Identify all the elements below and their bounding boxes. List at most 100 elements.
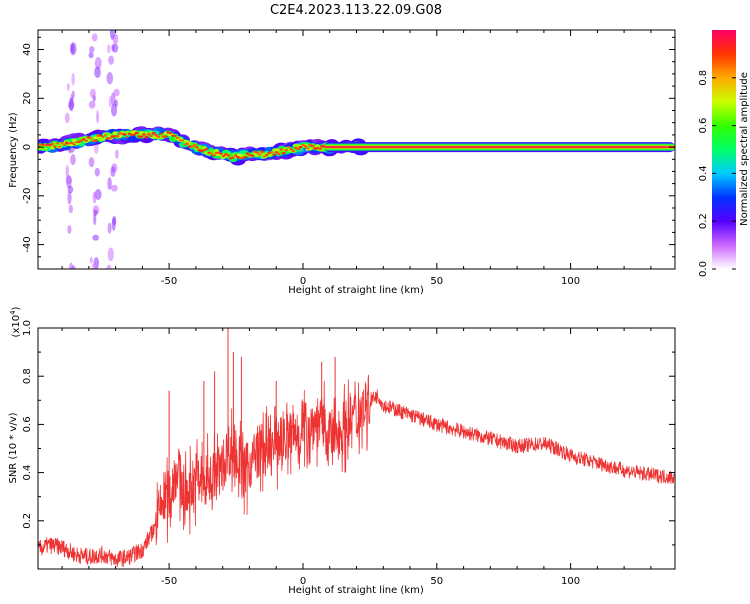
spectrogram-panel: -50 0 50 100 -40 -20 0 20 40 Height of straight …: [8, 29, 676, 296]
ridge-cell: [55, 142, 60, 145]
ridge-cell: [279, 148, 284, 151]
ridge-cell: [101, 135, 105, 138]
ridge-cell: [289, 148, 293, 151]
ridge-cell: [272, 153, 276, 156]
sidelobe-cell: [66, 83, 70, 92]
sidelobe-cell: [67, 185, 74, 194]
snr-x-tick-label: 0: [300, 576, 306, 587]
ridge-cell: [233, 154, 238, 157]
colorbar: 0.0 0.2 0.4 0.6 0.8 Normalized spectral ampl…: [698, 30, 750, 277]
ridge-cell: [291, 149, 295, 152]
snr-y-tick-label: 0.4: [22, 465, 33, 481]
ridge-cell: [103, 134, 107, 136]
snr-y-axis-label: SNR (10 * v/v): [8, 412, 19, 483]
ridge-cell: [108, 136, 112, 139]
sidelobe-cell: [107, 247, 114, 262]
ridge-cell: [173, 134, 177, 137]
ridge-cell: [89, 137, 93, 140]
ridge-cell: [250, 154, 255, 157]
spectrogram-marks: [38, 30, 675, 269]
ridge-cell: [317, 147, 322, 150]
sidelobe-cell: [94, 66, 101, 79]
snr-marks: [38, 328, 675, 567]
ridge-cell: [125, 136, 129, 139]
ridge-cell: [86, 136, 91, 139]
colorbar-tick-label: 0.2: [698, 213, 709, 229]
ridge-cell: [260, 150, 264, 153]
spectrogram-y-tick-label: 0: [22, 144, 33, 150]
ridge-cell: [243, 155, 247, 159]
ridge-cell: [301, 143, 305, 146]
ridge-cell: [175, 136, 180, 139]
ridge-cell: [212, 154, 216, 157]
sidelobe-cell: [68, 204, 74, 214]
ridge-cell: [42, 147, 48, 151]
ridge-cell: [110, 135, 115, 138]
ridge-cell: [221, 155, 226, 157]
steady-tone-band: [324, 146, 675, 148]
spectrogram-y-tick-label: 20: [22, 92, 33, 105]
colorbar-ticks: 0.0 0.2 0.4 0.6 0.8: [698, 70, 736, 277]
sidelobe-cell: [110, 166, 116, 177]
sidelobe-cell: [107, 44, 111, 54]
sidelobe-cell: [108, 96, 113, 108]
snr-plot-area: [38, 328, 675, 569]
ridge-cell: [139, 135, 144, 138]
sidelobe-cell: [89, 256, 94, 264]
ridge-cell: [281, 151, 286, 155]
sidelobe-cell: [69, 42, 77, 56]
snr-y-multiplier-close: ): [11, 306, 22, 310]
sidelobe-cell: [88, 52, 94, 59]
ridge-cell: [262, 155, 266, 158]
ridge-cell: [168, 132, 173, 135]
ridge-cell: [245, 152, 250, 155]
spectrogram-ticks: -50 0 50 100 -40 -20 0 20 40: [22, 30, 675, 287]
ridge-cell: [144, 136, 149, 139]
sidelobe-cell: [111, 184, 118, 192]
snr-y-multiplier-exponent: 4: [9, 310, 17, 315]
snr-y-tick-label: 0.2: [22, 513, 33, 529]
sidelobe-cell: [71, 72, 75, 86]
sidelobe-cell: [67, 191, 72, 205]
ridge-cell: [77, 140, 81, 144]
ridge-cell: [79, 139, 83, 142]
colorbar-tick-label: 0.8: [698, 70, 709, 86]
sidelobe-cell: [112, 43, 119, 53]
spectrogram-frame: [37, 29, 676, 270]
spectrogram-x-tick-label: 100: [561, 276, 580, 287]
spectrogram-x-tick-label: 50: [430, 276, 443, 287]
spectrogram-y-tick-label: 40: [22, 43, 33, 56]
ridge-cell: [238, 157, 242, 160]
ridge-cell: [269, 151, 274, 154]
ridge-cell: [71, 138, 77, 143]
ridge-cell: [185, 142, 190, 145]
ridge-cell: [151, 131, 156, 135]
ridge-cell: [149, 134, 153, 138]
ridge-cell: [112, 131, 118, 135]
ridge-cell: [115, 134, 120, 138]
sidelobe-cell: [94, 57, 102, 70]
ridge-cell: [192, 143, 197, 147]
spectrogram-y-tick-label: -20: [22, 188, 33, 204]
sidelobe-cell: [109, 30, 115, 40]
colorbar-tick-label: 0.6: [698, 118, 709, 134]
ridge-cell: [306, 147, 310, 150]
sidelobe-cell: [65, 164, 70, 179]
ridge-cell: [127, 132, 132, 136]
ridge-cell: [180, 139, 185, 142]
ridge-cell: [209, 152, 213, 155]
ridge-cell: [255, 151, 259, 154]
ridge-cell: [310, 144, 315, 148]
sidelobe-cell: [88, 157, 95, 168]
ridge-cell: [48, 143, 52, 147]
ridge-cell: [205, 148, 209, 150]
colorbar-tick-label: 0.4: [698, 165, 709, 181]
ridge-cell: [142, 133, 146, 136]
sidelobe-cell: [89, 88, 96, 99]
ridge-cell: [163, 135, 168, 138]
sidelobe-cell: [94, 167, 100, 177]
sidelobe-cell: [69, 262, 74, 269]
snr-series-line: [38, 374, 675, 567]
sidelobe-cell: [68, 97, 75, 111]
